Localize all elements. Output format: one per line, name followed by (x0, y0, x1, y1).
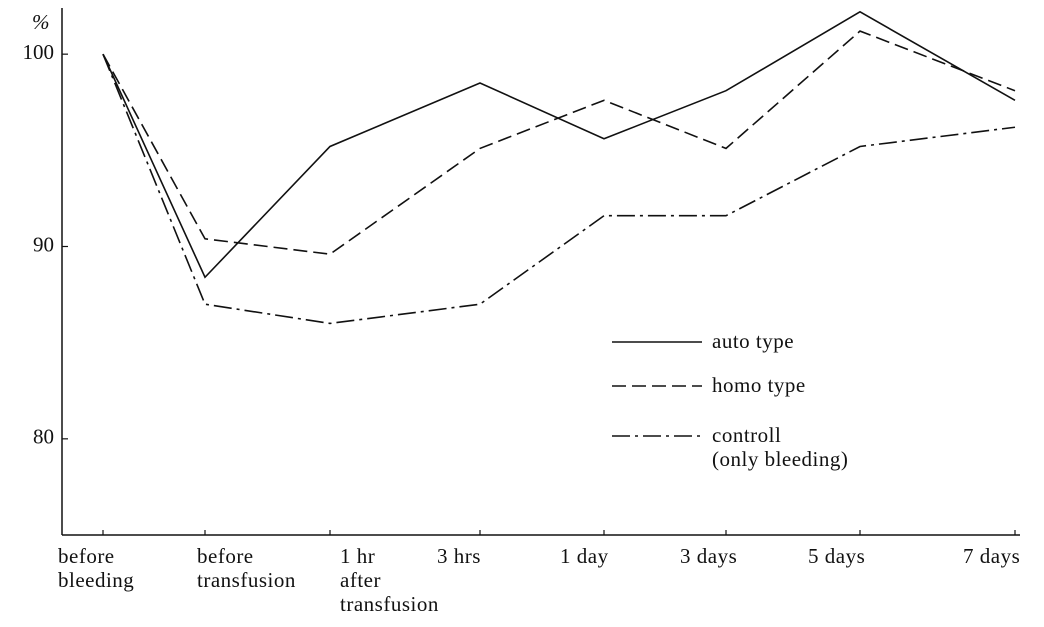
series-line (102, 30, 1016, 256)
x-tick-label: 7 days (963, 544, 1021, 568)
series-line (102, 10, 1016, 279)
legend-label: auto type (712, 329, 795, 353)
x-tick-label: before bleeding (58, 544, 135, 592)
legend-label: controll (only bleeding) (712, 423, 849, 471)
x-tick-label: before transfusion (197, 544, 296, 592)
x-tick-label: 3 hrs (437, 544, 481, 568)
legend-label: homo type (712, 373, 806, 397)
y-tick-label: 100 (23, 40, 55, 64)
y-tick-label: 90 (33, 232, 54, 256)
x-tick-label: 3 days (680, 544, 738, 568)
y-tick-label: 80 (33, 425, 54, 449)
y-unit-label: % (32, 10, 50, 34)
x-tick-label: 5 days (808, 544, 866, 568)
series-line (102, 53, 1016, 325)
x-tick-label: 1 day (560, 544, 609, 568)
x-tick-label: 1 hr after transfusion (340, 544, 439, 616)
